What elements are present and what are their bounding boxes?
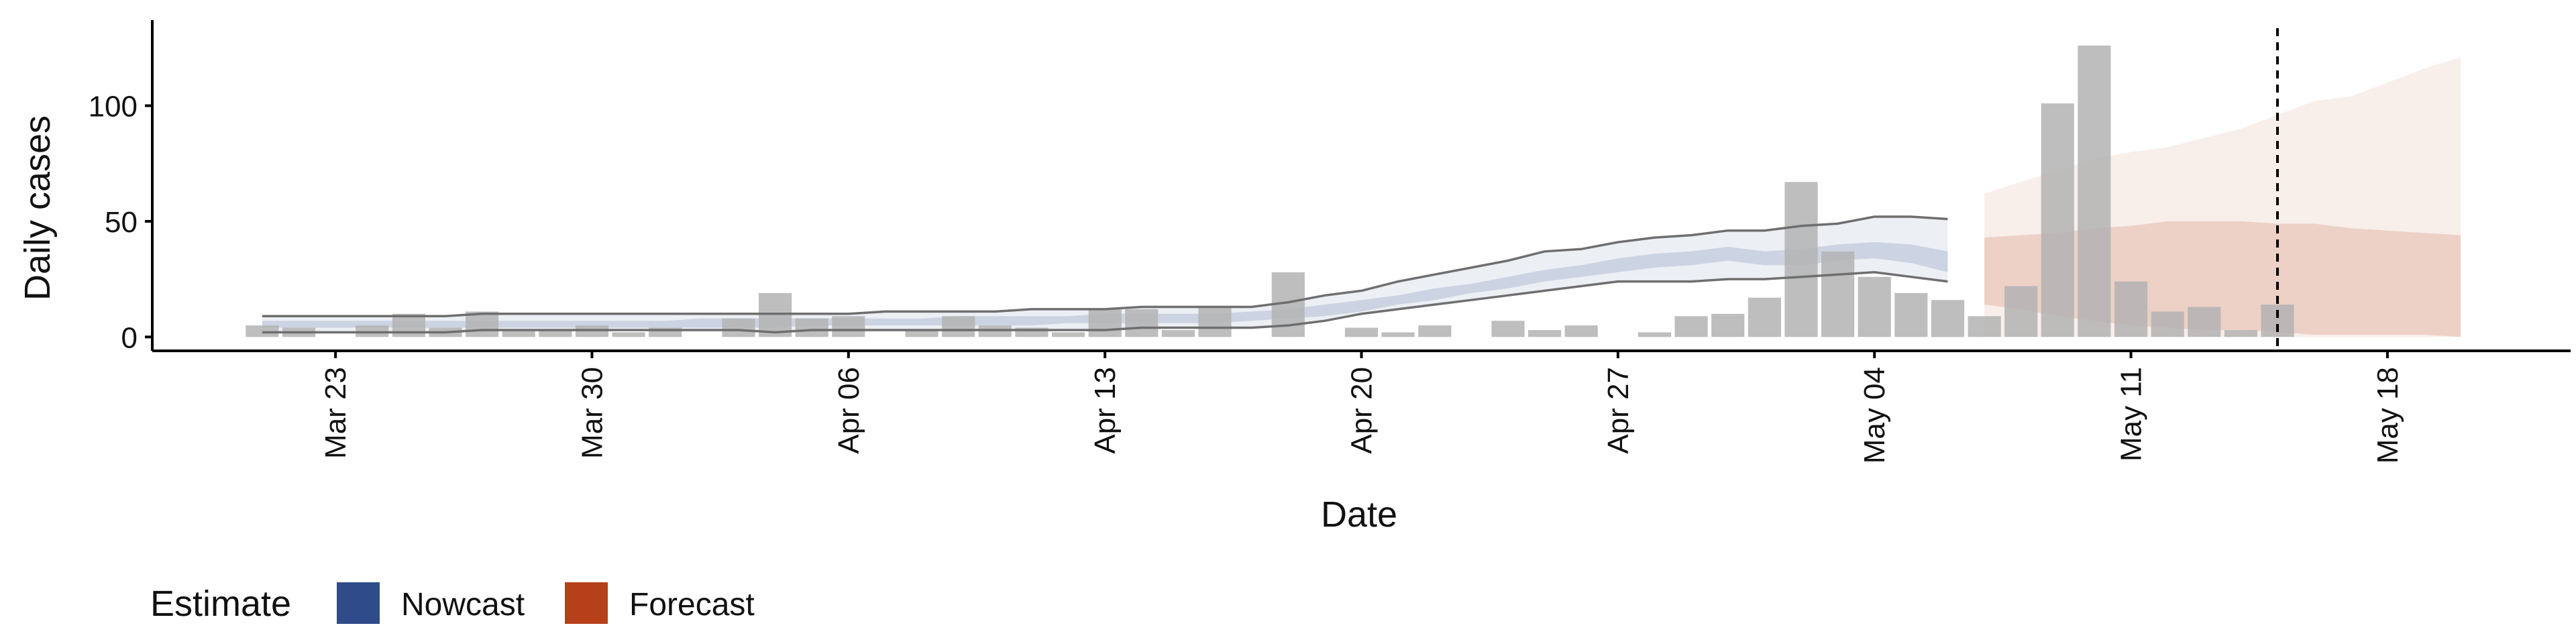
case-bar	[1161, 330, 1195, 337]
case-bar	[1564, 325, 1598, 337]
case-bar	[2114, 281, 2148, 337]
case-bar	[2041, 103, 2074, 337]
case-bar	[1381, 332, 1415, 337]
case-bar	[1198, 307, 1232, 337]
case-bar	[942, 316, 975, 337]
y-axis-title: Daily cases	[17, 115, 58, 301]
x-tick-label: Apr 06	[833, 367, 865, 454]
nowcast-lower-outline	[262, 271, 1948, 334]
nowcast-upper-outline	[262, 215, 1948, 318]
case-bar	[466, 311, 499, 337]
case-bar	[1894, 292, 1928, 337]
case-bar	[539, 330, 572, 337]
y-tick-label: 0	[121, 321, 138, 354]
y-tick-label: 50	[105, 206, 138, 239]
case-bar	[1711, 313, 1745, 337]
case-bar	[2078, 45, 2111, 337]
case-bar	[832, 316, 865, 337]
case-bar	[1821, 251, 1855, 337]
case-bar	[722, 318, 755, 337]
case-bar	[1784, 182, 1818, 337]
legend-title: Estimate	[150, 584, 291, 624]
nowcast-legend-label: Nowcast	[401, 587, 525, 623]
x-tick-label: Apr 13	[1089, 367, 1122, 454]
forecast-legend-label: Forecast	[629, 587, 755, 623]
legend: Estimate Nowcast Forecast	[150, 582, 755, 624]
nowcast-legend-key	[337, 582, 380, 624]
x-tick-label: Mar 30	[576, 367, 609, 459]
case-bar	[1088, 309, 1122, 337]
x-axis-title: Date	[1321, 494, 1397, 535]
x-tick-label: Apr 27	[1602, 367, 1635, 454]
x-tick-label: May 11	[2115, 367, 2148, 462]
case-bar	[1491, 321, 1525, 337]
forecast-legend-key	[565, 582, 608, 624]
legend-items: Nowcast Forecast	[337, 582, 755, 624]
case-bar	[905, 330, 938, 337]
nowcast-inner-interval	[262, 242, 1948, 328]
case-bar	[2261, 305, 2294, 337]
case-bar	[2224, 330, 2257, 337]
case-bar	[1931, 300, 1965, 337]
case-bar	[2188, 307, 2221, 337]
case-bar	[502, 330, 535, 337]
x-tick-label: Mar 23	[319, 367, 352, 459]
interval-outlines	[262, 215, 1948, 334]
case-bar	[1858, 276, 1891, 337]
x-tick-label: Apr 20	[1346, 367, 1379, 454]
case-bar	[1528, 330, 1562, 337]
case-bar	[1418, 325, 1452, 337]
case-bar	[1638, 332, 1672, 337]
case-bar	[795, 318, 828, 337]
case-bar	[1968, 316, 2001, 337]
case-bar	[612, 332, 645, 337]
case-bar	[2151, 311, 2184, 337]
x-axis-ticks: Mar 23 Mar 30 Apr 06 Apr 13 Apr 20 Apr 27 May …	[319, 351, 2404, 464]
case-bar	[1748, 297, 1781, 337]
case-bar	[2004, 286, 2038, 337]
y-axis-ticks: 0 50 100	[89, 91, 152, 354]
case-bar	[1052, 332, 1085, 337]
case-bar	[1125, 309, 1159, 337]
y-tick-label: 100	[89, 91, 138, 123]
case-bar	[1344, 327, 1379, 337]
case-bar	[1674, 316, 1708, 337]
x-tick-label: May 18	[2371, 367, 2404, 464]
x-tick-label: May 04	[1858, 367, 1891, 464]
